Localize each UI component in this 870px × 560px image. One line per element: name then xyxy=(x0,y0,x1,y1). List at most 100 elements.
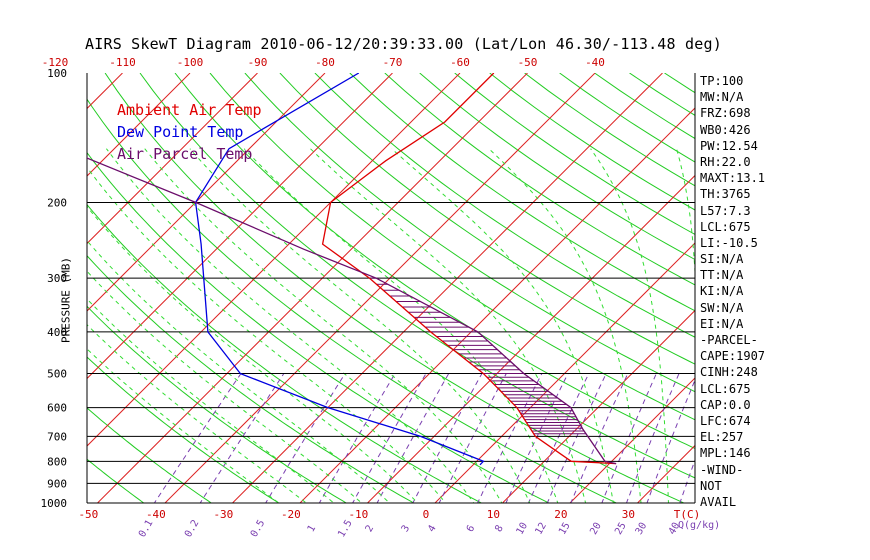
bottom-temp-tick-label: 0 xyxy=(423,508,430,521)
dry-adiabat xyxy=(279,73,695,365)
stat-line: LCL:675 xyxy=(700,219,751,234)
bottom-temp-tick-label: -50 xyxy=(78,508,98,521)
stat-line: WB0:426 xyxy=(700,122,751,137)
mixing-ratio-label: 0.1 xyxy=(137,518,156,539)
isotherm xyxy=(831,73,870,512)
isotherm xyxy=(87,73,191,177)
stat-line: PW:12.54 xyxy=(700,138,758,153)
top-temp-tick-label: -110 xyxy=(109,56,136,69)
isotherm xyxy=(231,73,663,503)
stat-line: CAPE:1907 xyxy=(700,349,766,364)
pressure-tick-label: 700 xyxy=(47,430,67,443)
dry-adiabat xyxy=(769,73,870,512)
mixing-ratio-label: 1 xyxy=(306,523,319,534)
dry-adiabat xyxy=(87,151,550,503)
isobars xyxy=(86,73,696,504)
dry-adiabats xyxy=(0,73,870,512)
top-temp-tick-label: -40 xyxy=(585,56,605,69)
bottom-temp-tick-label: -10 xyxy=(348,508,368,521)
isotherm xyxy=(501,309,695,503)
pressure-tick-label: 900 xyxy=(47,477,67,490)
stat-line: SI:N/A xyxy=(700,252,744,267)
top-temp-tick-label: -90 xyxy=(248,56,268,69)
moist-adiabat xyxy=(189,148,531,503)
mixing-ratio-label: 3 xyxy=(400,523,413,534)
dry-adiabat xyxy=(87,98,618,503)
stat-line: LCL:675 xyxy=(700,381,751,396)
bottom-temp-tick-label: -30 xyxy=(213,508,233,521)
isotherm xyxy=(87,73,461,447)
pressure-tick-label: 300 xyxy=(47,272,67,285)
top-temp-tick-label: -80 xyxy=(315,56,335,69)
isotherm xyxy=(366,174,695,503)
stat-line: LFC:674 xyxy=(700,413,751,428)
moist-adiabat xyxy=(391,148,614,503)
stat-line: TP:100 xyxy=(700,74,744,88)
mixing-ratio-line xyxy=(601,373,657,503)
moist-adiabat xyxy=(87,205,419,503)
isotherm xyxy=(569,377,695,503)
mixing-ratio-label: 40 xyxy=(667,521,683,537)
dry-adiabat xyxy=(489,73,695,211)
dry-adiabat xyxy=(839,73,870,512)
stat-line: EI:N/A xyxy=(700,316,744,331)
mixing-ratio-label: 0.5 xyxy=(249,518,268,539)
top-temp-tick-label: -70 xyxy=(383,56,403,69)
isotherm xyxy=(0,73,55,512)
stat-line: EL:257 xyxy=(700,430,744,445)
dry-adiabat xyxy=(87,458,145,503)
mixing-ratio-lines xyxy=(153,373,695,503)
dry-adiabat xyxy=(244,73,695,393)
legend-ambient-air-temp: Ambient Air Temp xyxy=(117,101,262,119)
isotherm xyxy=(87,73,258,245)
bottom-temp-tick-label: -40 xyxy=(146,508,166,521)
mixing-ratio-line xyxy=(153,373,242,503)
isotherm xyxy=(164,73,596,503)
moist-adiabat xyxy=(310,148,587,503)
pressure-tick-label: 500 xyxy=(47,368,67,381)
isotherm xyxy=(96,73,528,503)
mixing-ratio-line xyxy=(527,373,590,503)
pressure-tick-label: 800 xyxy=(47,455,67,468)
mixing-ratio-label: 0.2 xyxy=(183,518,202,539)
stat-line: NOT xyxy=(700,478,722,493)
bottom-temp-tick-label: 10 xyxy=(487,508,500,521)
stat-line: CINH:248 xyxy=(700,365,758,380)
bottom-temp-tick-label: -20 xyxy=(281,508,301,521)
stat-line: -PARCEL- xyxy=(700,333,758,347)
stat-line: MPL:146 xyxy=(700,446,751,461)
top-temp-tick-label: -50 xyxy=(518,56,538,69)
mixing-ratio-line xyxy=(352,373,427,503)
mixing-ratio-label: 10 xyxy=(515,521,531,537)
dry-adiabat xyxy=(87,254,415,503)
dry-adiabat xyxy=(0,73,20,512)
stat-line: L57:7.3 xyxy=(700,203,751,218)
dry-adiabat xyxy=(419,73,695,261)
isotherms xyxy=(0,73,870,512)
dry-adiabat xyxy=(349,73,695,312)
pressure-tick-label: 400 xyxy=(47,326,67,339)
dry-adiabat xyxy=(384,73,695,286)
isotherm xyxy=(434,242,695,503)
mixing-ratio-line xyxy=(679,458,695,503)
sounding-profiles xyxy=(87,73,617,466)
mixing-ratio-line xyxy=(438,373,507,503)
bottom-axis-unit: T(C) xyxy=(674,508,701,521)
top-temp-tick-label: -100 xyxy=(177,56,204,69)
stat-line: -WIND- xyxy=(700,462,744,477)
dry-adiabat xyxy=(209,73,695,421)
mixing-ratio-line xyxy=(199,373,285,503)
mixing-ratio-label: 6 xyxy=(465,523,478,534)
isotherm xyxy=(87,73,326,312)
stat-line: TT:N/A xyxy=(700,268,744,283)
top-temp-tick-label: -120 xyxy=(42,56,69,69)
mixing-ratio-label: 4 xyxy=(426,523,439,534)
mixing-ratio-label: 12 xyxy=(533,521,549,537)
pressure-tick-label: 600 xyxy=(47,402,67,415)
isotherm xyxy=(763,73,870,512)
mixing-ratio-line xyxy=(625,373,680,503)
mixing-ratio-label: 8 xyxy=(493,523,506,534)
dry-adiabat xyxy=(0,73,88,512)
mixing-ratio-unit: Q(g/kg) xyxy=(678,520,720,531)
isotherm xyxy=(87,73,393,380)
